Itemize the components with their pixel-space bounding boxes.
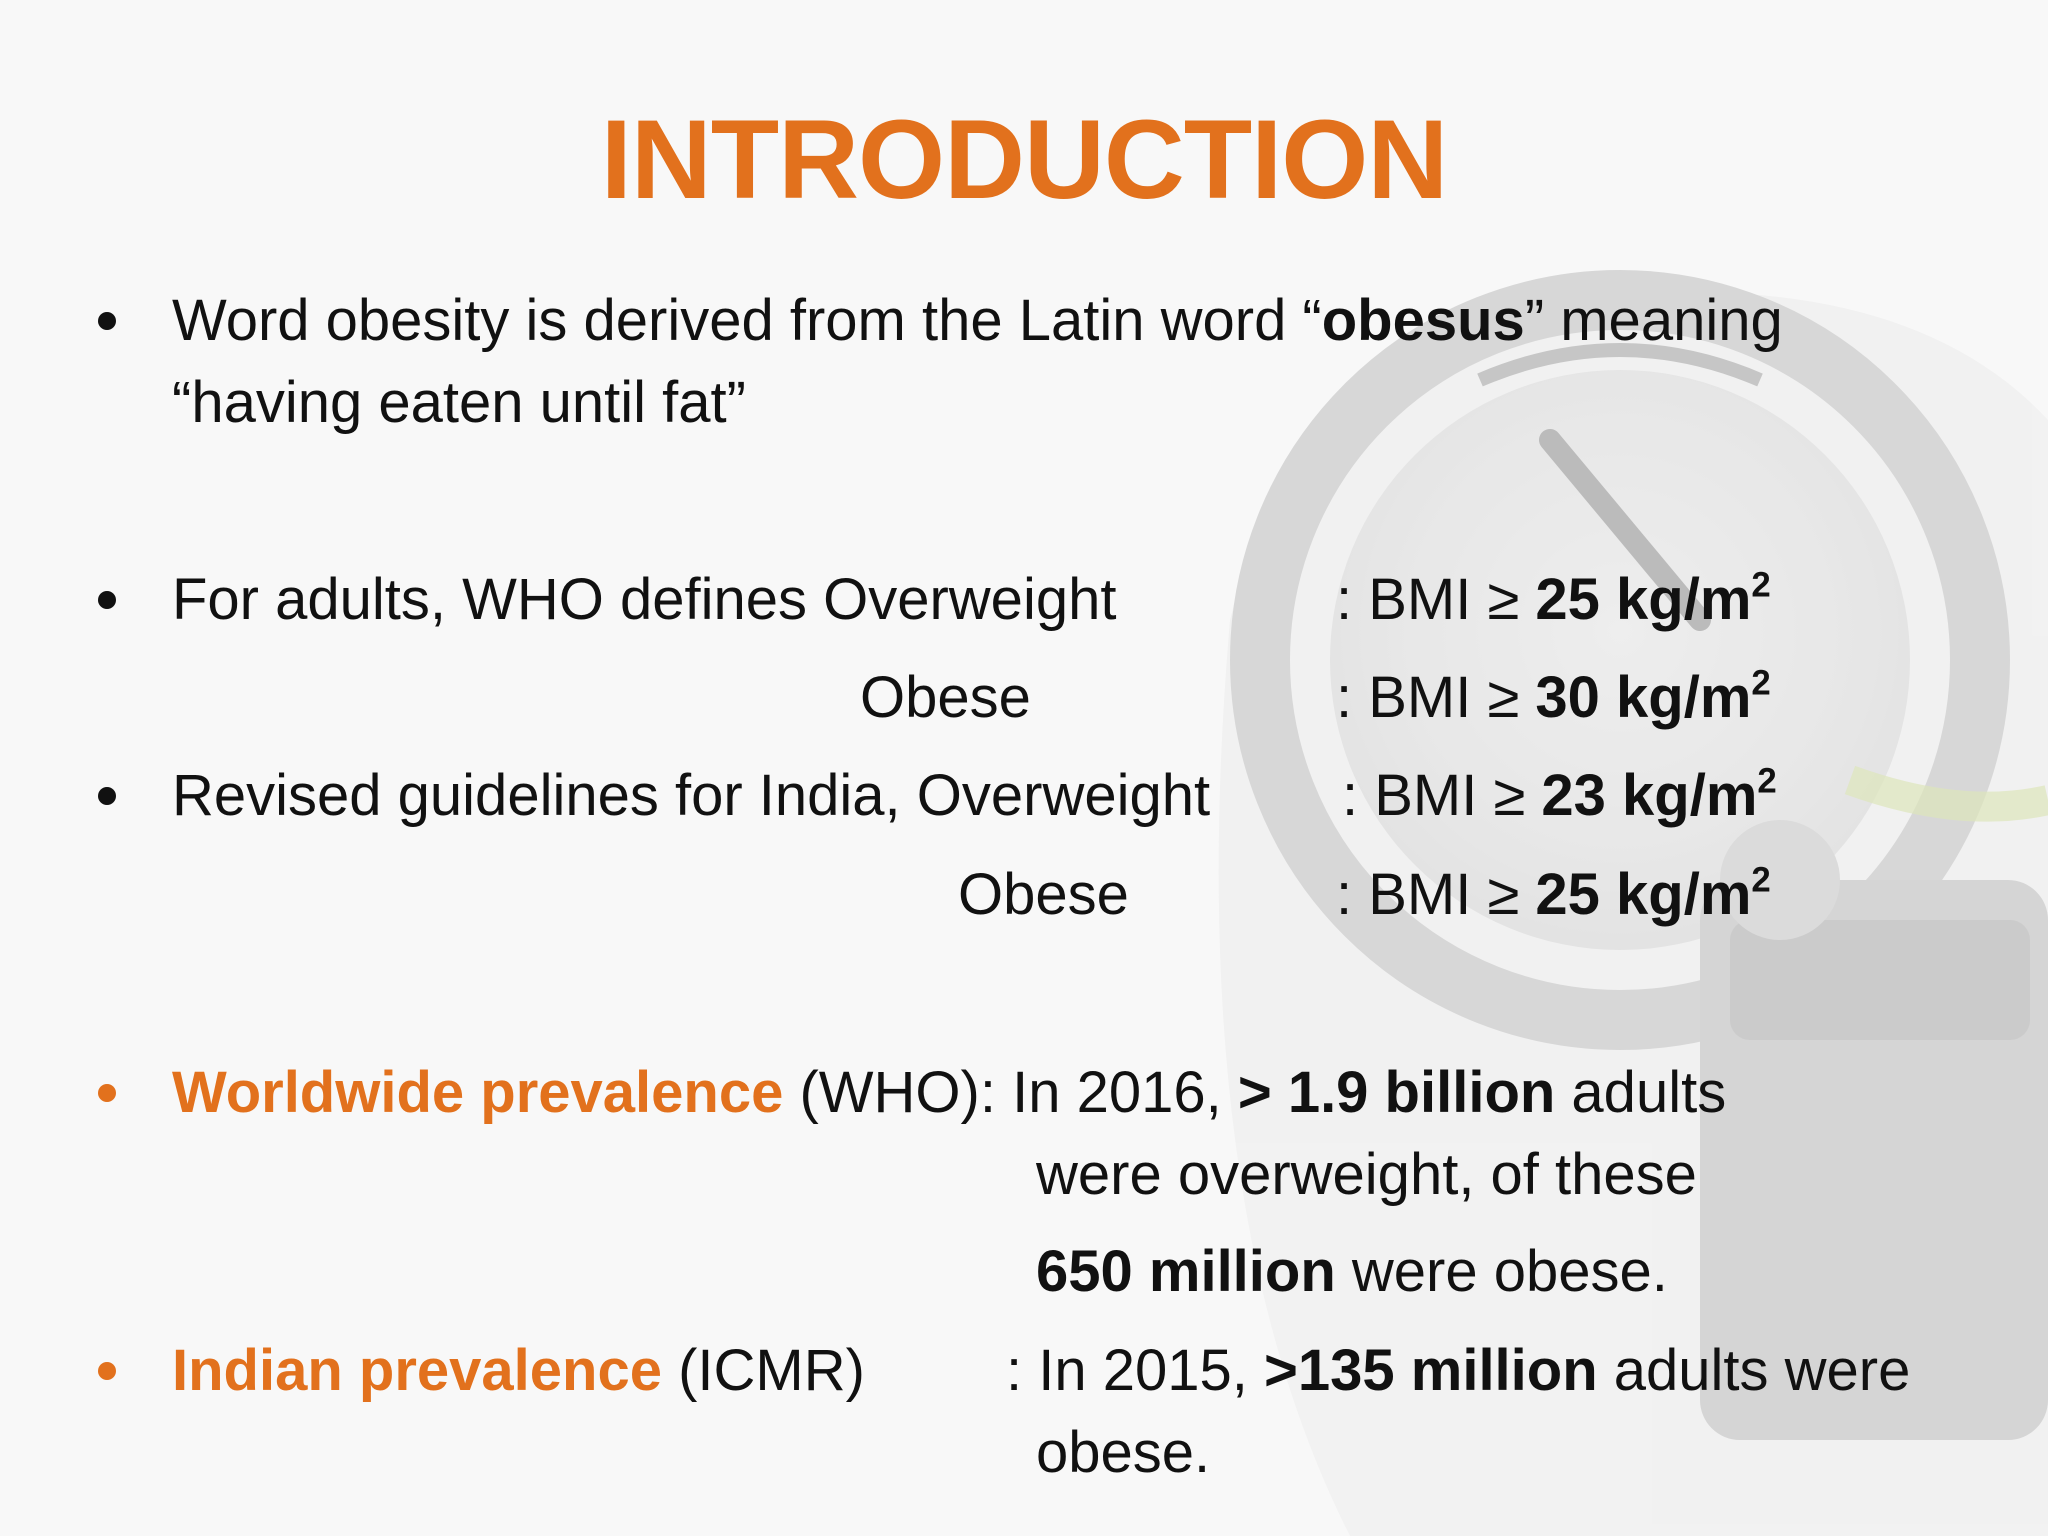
- colon: :: [1006, 1338, 1023, 1403]
- bmi-value: 30 kg/m: [1535, 665, 1752, 730]
- text: adults were: [1597, 1338, 1911, 1403]
- obese-count: 650 million: [1036, 1239, 1336, 1304]
- overweight-count: > 1.9 billion: [1237, 1060, 1556, 1125]
- bmi-prefix: : BMI ≥: [1336, 665, 1536, 730]
- who-overweight-bmi: : BMI ≥ 25 kg/m2: [1336, 565, 1771, 635]
- worldwide-prevalence-line1: Worldwide prevalence (WHO): In 2016, > 1…: [172, 1058, 1726, 1128]
- bmi-prefix: : BMI ≥: [1336, 567, 1536, 632]
- bullet1-line2: “having eaten until fat”: [172, 370, 746, 435]
- worldwide-prevalence-line2: were overweight, of these: [1036, 1142, 1697, 1207]
- bmi-unit-exponent: 2: [1757, 761, 1777, 801]
- bullet-dot: [98, 312, 116, 330]
- india-overweight-label: Revised guidelines for India, Overweight: [172, 763, 1211, 828]
- who-overweight-label: For adults, WHO defines Overweight: [172, 567, 1117, 632]
- worldwide-prevalence-line3: 650 million were obese.: [1036, 1237, 1668, 1307]
- bullet-dot: [98, 1362, 116, 1380]
- source-icmr: (ICMR): [661, 1338, 865, 1403]
- who-obese-label: Obese: [860, 665, 1031, 730]
- text: adults: [1555, 1060, 1727, 1125]
- india-overweight-bmi: : BMI ≥ 23 kg/m2: [1342, 761, 1777, 831]
- bullet-dot: [98, 1084, 116, 1102]
- who-obese-bmi: : BMI ≥ 30 kg/m2: [1336, 663, 1771, 733]
- text: ” meaning: [1524, 288, 1783, 353]
- india-obese-label: Obese: [958, 862, 1129, 927]
- bullet-dot: [98, 787, 116, 805]
- indian-obese-count: >135 million: [1264, 1338, 1598, 1403]
- indian-prevalence-label: Indian prevalence: [172, 1338, 662, 1403]
- indian-prevalence-label-line: Indian prevalence (ICMR): [172, 1336, 865, 1406]
- text: Word obesity is derived from the Latin w…: [172, 288, 1322, 353]
- worldwide-prevalence-label: Worldwide prevalence: [172, 1060, 784, 1125]
- bmi-value: 23 kg/m: [1541, 763, 1758, 828]
- indian-prevalence-line1: : In 2015, >135 million adults were: [1006, 1336, 1910, 1406]
- bmi-value: 25 kg/m: [1535, 567, 1752, 632]
- bmi-unit-exponent: 2: [1751, 860, 1771, 900]
- source-who: (WHO):: [783, 1060, 1013, 1125]
- bmi-value: 25 kg/m: [1535, 862, 1752, 927]
- bullet-dot: [98, 591, 116, 609]
- indian-prevalence-line2: obese.: [1036, 1420, 1211, 1485]
- bullet1-line1: Word obesity is derived from the Latin w…: [172, 286, 1783, 356]
- text: In 2015,: [1038, 1338, 1264, 1403]
- bmi-prefix: : BMI ≥: [1342, 763, 1542, 828]
- term-obesus: obesus: [1321, 288, 1525, 353]
- text: In 2016,: [1012, 1060, 1238, 1125]
- bmi-prefix: : BMI ≥: [1336, 862, 1536, 927]
- india-obese-bmi: : BMI ≥ 25 kg/m2: [1336, 860, 1771, 930]
- slide-title: INTRODUCTION: [600, 97, 1449, 222]
- text: were obese.: [1335, 1239, 1668, 1304]
- bmi-unit-exponent: 2: [1751, 663, 1771, 703]
- bmi-unit-exponent: 2: [1751, 565, 1771, 605]
